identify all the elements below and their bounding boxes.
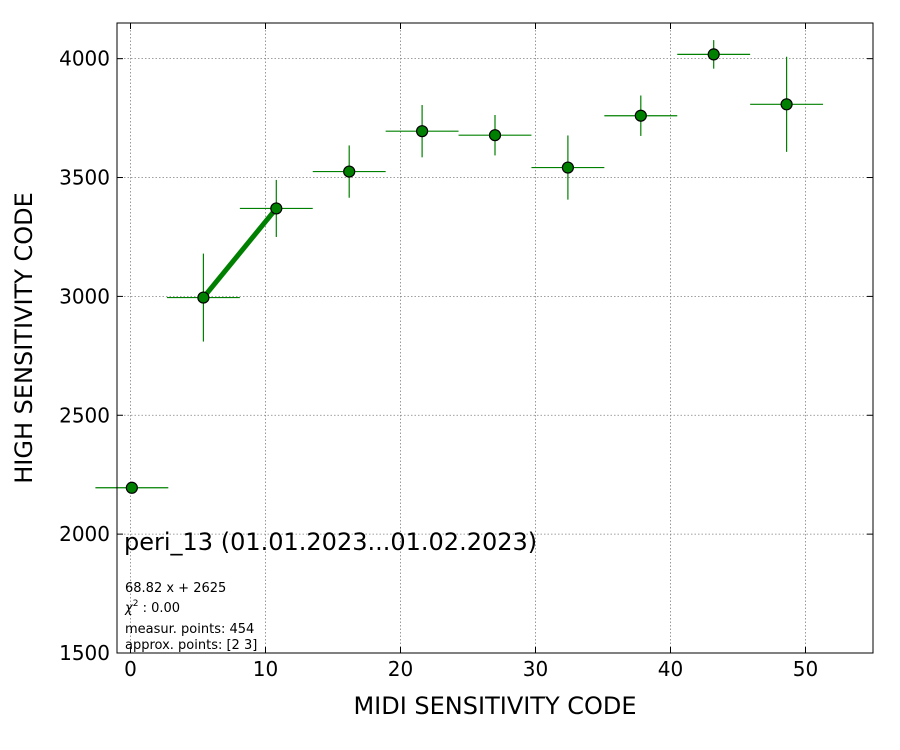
x-tick-label: 20 <box>388 657 413 681</box>
y-tick-label: 4000 <box>59 47 110 71</box>
grid <box>117 23 873 654</box>
chi2-symbol: χ <box>124 601 134 616</box>
y-tick-label: 1500 <box>59 641 110 665</box>
data-point <box>416 125 429 138</box>
y-tick-label: 2500 <box>59 403 110 427</box>
annotation-equation: 68.82 x + 2625 <box>125 581 226 596</box>
plot-frame <box>116 22 874 654</box>
x-axis-label: MIDI SENSITIVITY CODE <box>353 692 636 720</box>
data-point <box>561 161 575 174</box>
fit-line-group <box>201 206 279 300</box>
x-tick-label: 50 <box>793 657 818 681</box>
x-tick-label: 10 <box>253 657 278 681</box>
data-point <box>270 202 283 215</box>
data-point <box>488 129 502 142</box>
annotation-title: peri_13 (01.01.2023...01.02.2023) <box>124 528 537 556</box>
annotation-chi2: χ2 : 0.00 <box>124 599 180 616</box>
data-point <box>343 165 356 178</box>
axis-ticks: 0 10 20 30 40 50 1500 2000 2500 3000 3500 4000 <box>59 23 873 681</box>
y-tick-label: 3500 <box>59 166 110 190</box>
fit-line <box>201 206 279 300</box>
y-tick-label: 3000 <box>59 284 110 308</box>
data-points <box>125 48 793 494</box>
data-point <box>707 48 720 61</box>
chi2-value: : 0.00 <box>138 601 180 616</box>
y-axis-label: HIGH SENSITIVITY CODE <box>10 192 38 484</box>
x-tick-label: 0 <box>124 657 137 681</box>
y-tick-label: 2000 <box>59 522 110 546</box>
data-point <box>780 98 793 111</box>
annotation-measur-points: measur. points: 454 <box>125 622 254 637</box>
data-point <box>634 109 647 122</box>
data-point <box>125 481 138 494</box>
chi2-exponent: 2 <box>133 599 139 609</box>
x-tick-label: 30 <box>523 657 548 681</box>
x-tick-label: 40 <box>658 657 683 681</box>
data-point <box>197 291 210 304</box>
annotation-approx-points: approx. points: [2 3] <box>125 638 257 653</box>
